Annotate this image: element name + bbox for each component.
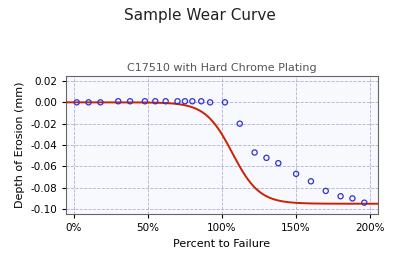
Text: Sample Wear Curve: Sample Wear Curve bbox=[124, 8, 276, 23]
Point bbox=[74, 100, 80, 105]
Point bbox=[251, 150, 258, 155]
Point bbox=[308, 179, 314, 183]
Point bbox=[182, 99, 188, 103]
Point bbox=[85, 100, 92, 105]
Point bbox=[162, 99, 169, 103]
Point bbox=[263, 156, 270, 160]
Title: C17510 with Hard Chrome Plating: C17510 with Hard Chrome Plating bbox=[127, 63, 317, 73]
Point bbox=[322, 189, 329, 193]
Point bbox=[198, 99, 204, 103]
Point bbox=[189, 99, 196, 103]
Point bbox=[275, 161, 282, 165]
Point bbox=[207, 100, 213, 105]
Point bbox=[174, 99, 181, 103]
Point bbox=[97, 100, 104, 105]
Point bbox=[115, 99, 122, 103]
Point bbox=[349, 196, 356, 201]
Point bbox=[222, 100, 228, 105]
Point bbox=[152, 99, 158, 103]
Point bbox=[361, 201, 368, 205]
Point bbox=[142, 99, 148, 103]
Point bbox=[127, 99, 133, 103]
Point bbox=[293, 172, 299, 176]
X-axis label: Percent to Failure: Percent to Failure bbox=[174, 239, 270, 249]
Point bbox=[236, 121, 243, 126]
Y-axis label: Depth of Erosion (mm): Depth of Erosion (mm) bbox=[15, 82, 25, 208]
Point bbox=[337, 194, 344, 198]
